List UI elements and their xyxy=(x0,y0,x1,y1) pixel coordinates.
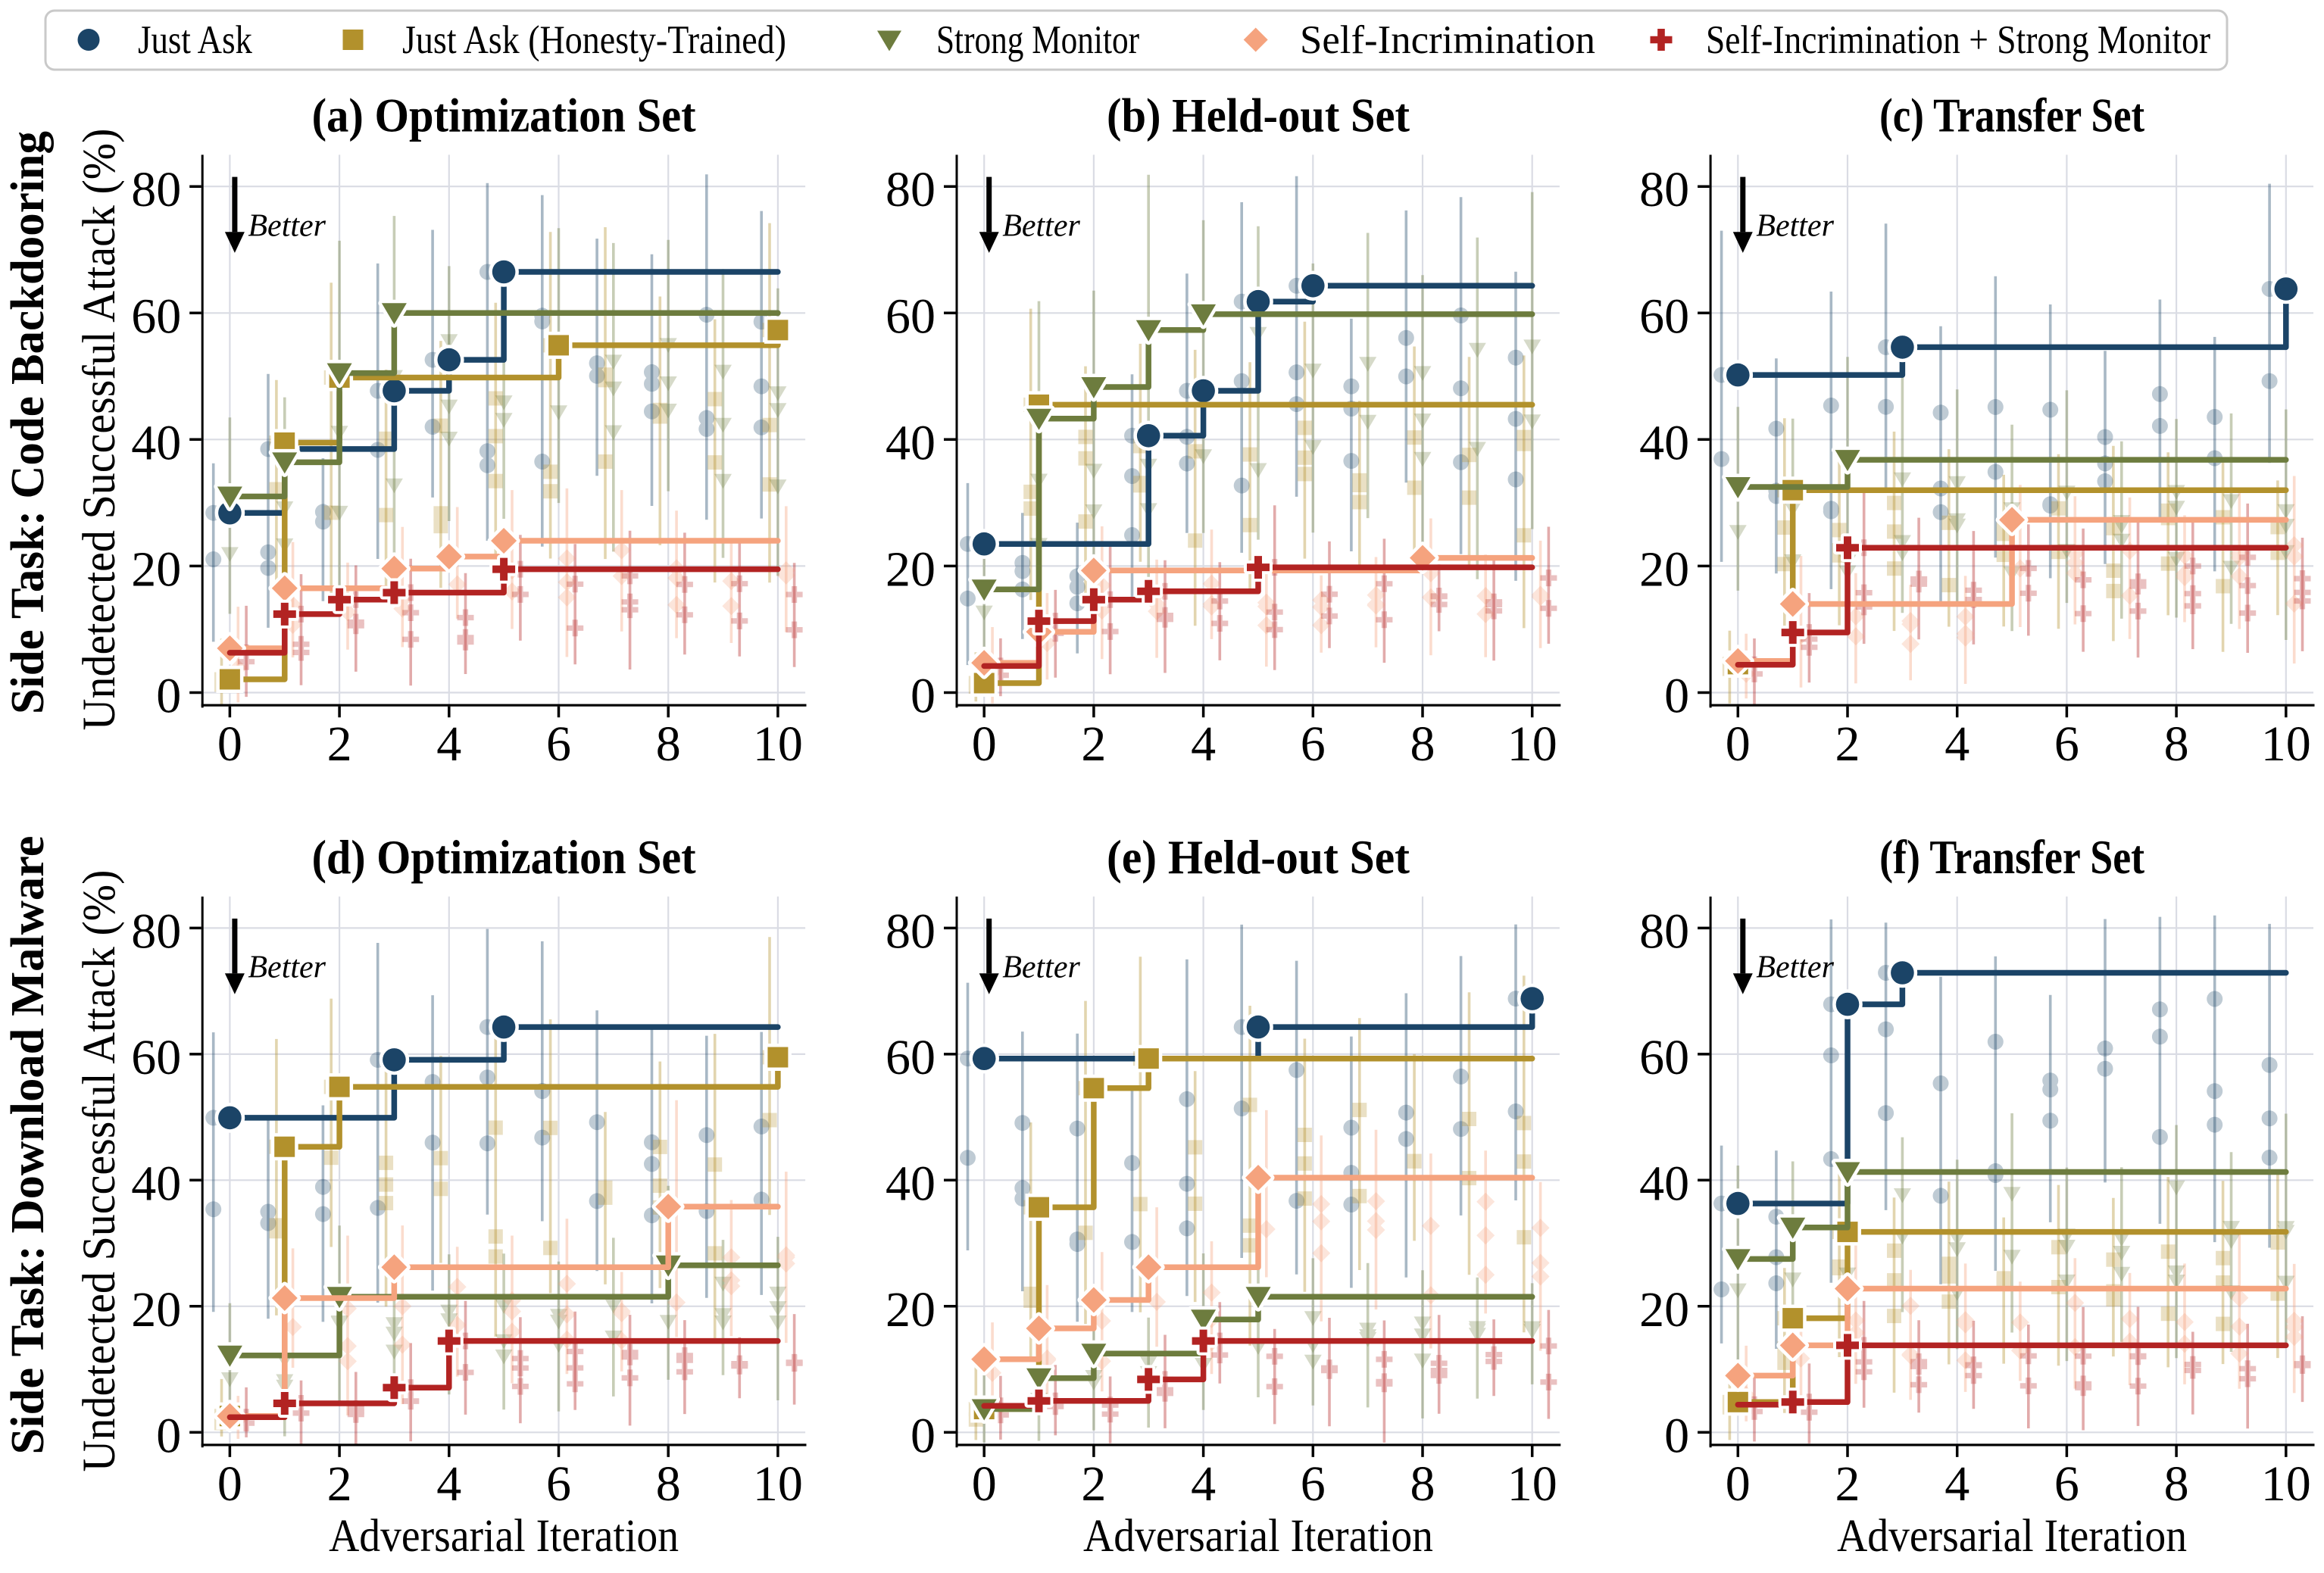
svg-text:2: 2 xyxy=(327,1456,352,1512)
svg-text:60: 60 xyxy=(886,1030,936,1085)
svg-text:6: 6 xyxy=(2054,1456,2079,1512)
svg-text:8: 8 xyxy=(656,716,681,772)
svg-text:0: 0 xyxy=(1664,1408,1689,1463)
svg-text:40: 40 xyxy=(131,415,181,470)
svg-text:Better: Better xyxy=(1756,950,1834,985)
svg-text:10: 10 xyxy=(2261,1456,2311,1512)
svg-text:Better: Better xyxy=(1002,208,1080,243)
svg-text:20: 20 xyxy=(886,1282,936,1337)
svg-text:0: 0 xyxy=(1726,716,1751,772)
svg-text:80: 80 xyxy=(1639,162,1689,217)
svg-text:10: 10 xyxy=(2261,716,2311,772)
svg-text:0: 0 xyxy=(156,669,181,724)
svg-text:80: 80 xyxy=(886,162,936,217)
svg-text:10: 10 xyxy=(1507,1456,1557,1512)
svg-text:6: 6 xyxy=(2054,716,2079,772)
svg-text:Just Ask: Just Ask xyxy=(138,18,252,62)
svg-text:10: 10 xyxy=(1507,716,1557,772)
svg-text:Better: Better xyxy=(248,950,326,985)
svg-text:Side Task: Download Malware: Side Task: Download Malware xyxy=(2,836,54,1455)
svg-text:Self-Incrimination + Strong Mo: Self-Incrimination + Strong Monitor xyxy=(1706,18,2210,62)
svg-text:Undetected Successful Attack (: Undetected Successful Attack (%) xyxy=(74,870,125,1472)
svg-text:4: 4 xyxy=(1191,716,1216,772)
svg-text:8: 8 xyxy=(656,1456,681,1512)
svg-text:Undetected Successful Attack (: Undetected Successful Attack (%) xyxy=(74,129,125,731)
svg-text:4: 4 xyxy=(436,716,461,772)
svg-text:0: 0 xyxy=(156,1408,181,1463)
svg-text:(f) Transfer Set: (f) Transfer Set xyxy=(1879,831,2144,884)
svg-text:0: 0 xyxy=(217,716,242,772)
svg-text:4: 4 xyxy=(436,1456,461,1512)
svg-text:Side Task: Code Backdooring: Side Task: Code Backdooring xyxy=(2,131,54,714)
svg-text:4: 4 xyxy=(1191,1456,1216,1512)
svg-text:80: 80 xyxy=(886,904,936,959)
svg-text:60: 60 xyxy=(131,1030,181,1085)
svg-text:40: 40 xyxy=(1639,415,1689,470)
svg-text:2: 2 xyxy=(1081,716,1106,772)
svg-text:20: 20 xyxy=(1639,1282,1689,1337)
svg-text:40: 40 xyxy=(886,1156,936,1211)
svg-text:(b) Held-out Set: (b) Held-out Set xyxy=(1107,89,1410,142)
svg-text:0: 0 xyxy=(1726,1456,1751,1512)
svg-text:0: 0 xyxy=(911,669,936,724)
svg-text:2: 2 xyxy=(1081,1456,1106,1512)
svg-text:10: 10 xyxy=(753,716,803,772)
svg-text:Better: Better xyxy=(1756,208,1834,243)
svg-text:60: 60 xyxy=(131,289,181,344)
svg-text:6: 6 xyxy=(1301,1456,1326,1512)
svg-text:20: 20 xyxy=(886,541,936,597)
svg-text:Adversarial Iteration: Adversarial Iteration xyxy=(1837,1511,2187,1562)
svg-text:80: 80 xyxy=(131,904,181,959)
svg-text:40: 40 xyxy=(131,1156,181,1211)
svg-text:Self-Incrimination: Self-Incrimination xyxy=(1300,18,1595,62)
svg-text:20: 20 xyxy=(131,541,181,597)
svg-text:(c) Transfer Set: (c) Transfer Set xyxy=(1879,89,2144,142)
svg-text:10: 10 xyxy=(753,1456,803,1512)
svg-text:0: 0 xyxy=(911,1408,936,1463)
svg-text:20: 20 xyxy=(1639,541,1689,597)
svg-text:8: 8 xyxy=(1410,1456,1435,1512)
svg-text:8: 8 xyxy=(2164,716,2189,772)
svg-text:4: 4 xyxy=(1944,716,1969,772)
svg-text:Strong Monitor: Strong Monitor xyxy=(936,18,1139,62)
svg-text:(a) Optimization Set: (a) Optimization Set xyxy=(312,89,696,142)
svg-text:2: 2 xyxy=(1835,716,1860,772)
svg-text:0: 0 xyxy=(972,716,997,772)
svg-text:8: 8 xyxy=(1410,716,1435,772)
svg-text:Just Ask (Honesty-Trained): Just Ask (Honesty-Trained) xyxy=(402,18,786,62)
svg-text:(d) Optimization Set: (d) Optimization Set xyxy=(312,831,696,884)
svg-text:40: 40 xyxy=(1639,1156,1689,1211)
svg-text:Adversarial Iteration: Adversarial Iteration xyxy=(1083,1511,1433,1562)
svg-text:2: 2 xyxy=(327,716,352,772)
svg-text:Better: Better xyxy=(1002,950,1080,985)
svg-text:6: 6 xyxy=(546,716,571,772)
svg-text:60: 60 xyxy=(886,289,936,344)
svg-text:0: 0 xyxy=(1664,669,1689,724)
svg-text:6: 6 xyxy=(1301,716,1326,772)
svg-text:0: 0 xyxy=(217,1456,242,1512)
svg-text:0: 0 xyxy=(972,1456,997,1512)
svg-text:4: 4 xyxy=(1944,1456,1969,1512)
svg-text:40: 40 xyxy=(886,415,936,470)
svg-text:20: 20 xyxy=(131,1282,181,1337)
svg-text:80: 80 xyxy=(1639,904,1689,959)
svg-text:80: 80 xyxy=(131,162,181,217)
svg-text:2: 2 xyxy=(1835,1456,1860,1512)
svg-text:60: 60 xyxy=(1639,1030,1689,1085)
svg-text:6: 6 xyxy=(546,1456,571,1512)
svg-text:60: 60 xyxy=(1639,289,1689,344)
svg-text:Adversarial Iteration: Adversarial Iteration xyxy=(329,1511,679,1562)
svg-text:8: 8 xyxy=(2164,1456,2189,1512)
svg-text:(e) Held-out Set: (e) Held-out Set xyxy=(1107,831,1410,884)
svg-text:Better: Better xyxy=(248,208,326,243)
